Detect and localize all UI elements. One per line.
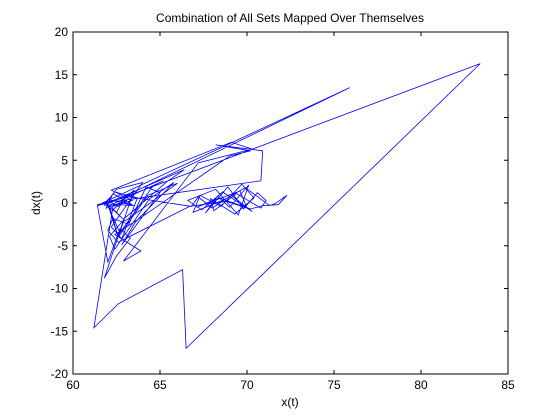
y-axis-label: dx(t) [29, 191, 43, 215]
x-tick-label: 65 [153, 378, 167, 392]
x-tick-label: 70 [240, 378, 254, 392]
y-tick-label: 20 [55, 25, 69, 39]
y-tick-label: 15 [55, 68, 69, 82]
y-tick-label: -20 [51, 367, 69, 381]
x-tick-label: 80 [414, 378, 428, 392]
y-tick-label: 0 [61, 196, 68, 210]
y-tick-label: 10 [55, 111, 69, 125]
y-tick-label: -10 [51, 282, 69, 296]
y-tick-label: 5 [61, 153, 68, 167]
x-tick-label: 60 [66, 378, 80, 392]
x-axis-label: x(t) [281, 395, 298, 409]
x-tick-label: 85 [501, 378, 515, 392]
y-tick-label: -15 [51, 324, 69, 338]
y-tick-label: -5 [57, 239, 68, 253]
x-tick-label: 75 [327, 378, 341, 392]
plot-area: 60 65 70 75 80 85 -20 -15 -10 -5 0 5 10 15 20 [51, 25, 515, 392]
chart-title: Combination of All Sets Mapped Over Them… [156, 11, 424, 25]
